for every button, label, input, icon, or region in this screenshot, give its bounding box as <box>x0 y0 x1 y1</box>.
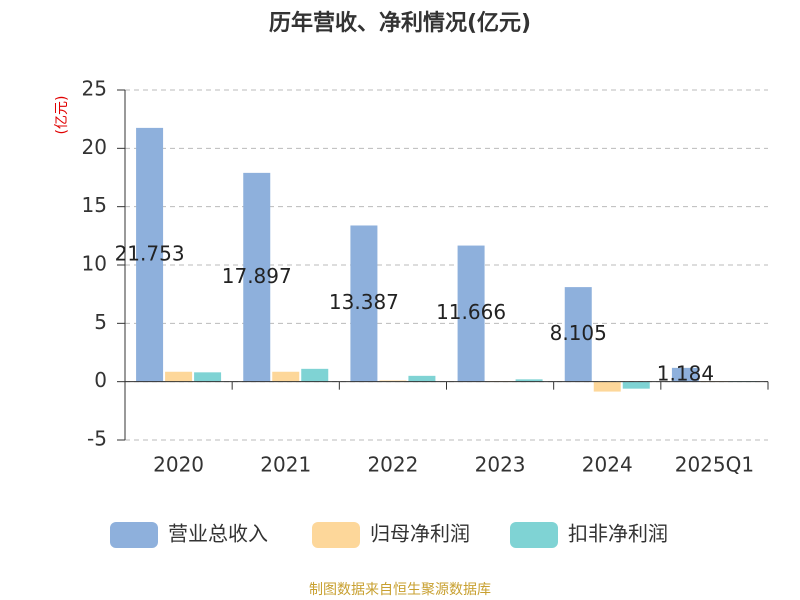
value-label: 1.184 <box>657 361 714 385</box>
y-tick-label: 0 <box>94 368 107 392</box>
legend-swatch <box>312 522 360 548</box>
legend-label: 营业总收入 <box>168 522 268 546</box>
bar <box>301 368 329 382</box>
y-tick-label: 10 <box>82 252 107 276</box>
bar <box>194 372 222 382</box>
bar <box>272 371 300 382</box>
bar <box>379 380 407 382</box>
y-tick-label: 20 <box>82 135 107 159</box>
x-tick-label: 2021 <box>260 453 311 477</box>
x-tick-label: 2020 <box>153 453 204 477</box>
y-tick-label: -5 <box>87 427 107 451</box>
bar <box>136 127 164 382</box>
bar <box>408 375 436 382</box>
value-label: 13.387 <box>329 290 399 314</box>
y-tick-label: 5 <box>94 310 107 334</box>
bar <box>622 381 650 389</box>
y-tick-label: 25 <box>82 77 107 101</box>
y-axis-label: (亿元) <box>54 96 70 135</box>
legend-swatch <box>110 522 158 548</box>
bar <box>671 367 699 382</box>
y-tick-label: 15 <box>82 193 107 217</box>
x-tick-label: 2023 <box>475 453 526 477</box>
bar <box>350 225 378 382</box>
value-label: 11.666 <box>436 300 506 324</box>
legend-swatch <box>510 522 558 548</box>
x-tick-label: 2022 <box>367 453 418 477</box>
source-note: 制图数据来自恒生聚源数据库 <box>309 582 491 598</box>
chart-title: 历年营收、净利情况(亿元) <box>269 10 531 36</box>
value-label: 17.897 <box>222 264 292 288</box>
bar <box>457 245 485 382</box>
bar <box>515 379 543 382</box>
legend-label: 归母净利润 <box>370 522 470 546</box>
bar <box>564 287 592 382</box>
value-label: 8.105 <box>550 321 607 345</box>
legend-label: 扣非净利润 <box>568 522 668 546</box>
x-tick-label: 2025Q1 <box>675 453 754 477</box>
value-label: 21.753 <box>115 241 185 265</box>
x-tick-label: 2024 <box>582 453 633 477</box>
bar <box>593 381 621 392</box>
bar <box>243 172 271 382</box>
bar <box>165 371 193 382</box>
